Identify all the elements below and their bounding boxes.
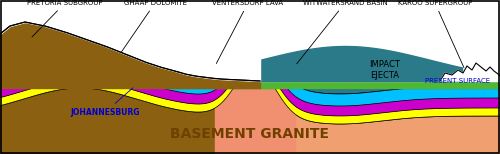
Polygon shape: [440, 63, 500, 81]
Text: GHAAP DOLOMITE: GHAAP DOLOMITE: [122, 0, 186, 52]
Text: PRETORIA SUBGROUP: PRETORIA SUBGROUP: [27, 0, 103, 37]
Text: VENTERSDORP LAVA: VENTERSDORP LAVA: [212, 0, 284, 64]
Text: BASEMENT GRANITE: BASEMENT GRANITE: [170, 127, 330, 141]
Text: IMPACT
EJECTA: IMPACT EJECTA: [370, 60, 400, 80]
Text: JOHANNESBURG: JOHANNESBURG: [70, 88, 140, 117]
Text: WITWATERSRAND BASIN: WITWATERSRAND BASIN: [296, 0, 388, 64]
Text: KAROO SUPERGROUP: KAROO SUPERGROUP: [398, 0, 472, 67]
Text: PRESENT SURFACE: PRESENT SURFACE: [425, 78, 490, 84]
